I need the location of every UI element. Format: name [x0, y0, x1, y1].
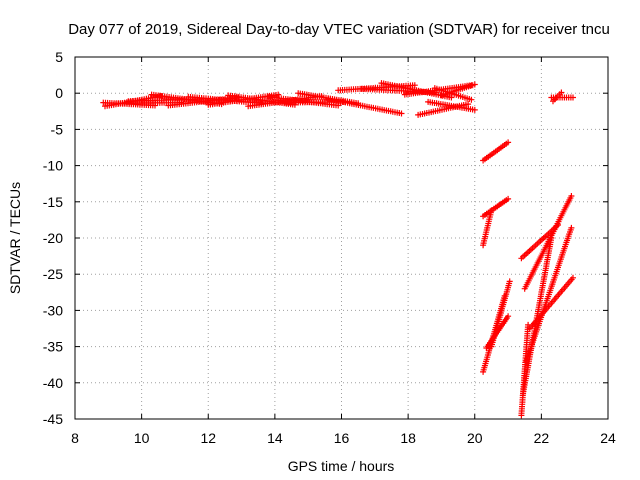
- x-tick-label: 24: [600, 430, 616, 446]
- y-tick-label: 5: [55, 49, 63, 65]
- data-point-series: [526, 274, 576, 332]
- y-tick-label: -35: [43, 339, 63, 355]
- data-point-series: [488, 278, 513, 350]
- data-point-series: [518, 222, 561, 262]
- data-point-series: [378, 80, 455, 101]
- data-marks: [100, 80, 576, 419]
- y-tick-label: -45: [43, 411, 63, 427]
- x-tick-label: 18: [400, 430, 416, 446]
- x-tick-label: 12: [200, 430, 216, 446]
- y-tick-label: -25: [43, 266, 63, 282]
- y-tick-label: -40: [43, 375, 63, 391]
- data-point-series: [550, 89, 565, 105]
- y-tick-label: -5: [51, 121, 64, 137]
- x-tick-label: 14: [267, 430, 283, 446]
- plot-frame: [74, 56, 609, 420]
- x-tick-label: 22: [534, 430, 550, 446]
- y-tick-label: -15: [43, 194, 63, 210]
- data-point-series: [480, 139, 512, 164]
- tick-labels: 8 10 12 14 16 18 20 22 24 5 0 -5 -10 -15 -20 -25 -30 -35 -…: [43, 49, 616, 446]
- chart-title: Day 077 of 2019, Sidereal Day-to-day VTE…: [68, 21, 610, 38]
- y-axis-label: SDTVAR / TECUs: [7, 182, 23, 294]
- x-axis-label: GPS time / hours: [288, 458, 395, 474]
- y-tick-label: -10: [43, 158, 63, 174]
- x-tick-label: 8: [71, 430, 79, 446]
- y-tick-label: 0: [55, 85, 63, 101]
- data-point-series: [325, 96, 405, 117]
- data-point-series: [425, 98, 478, 113]
- data-point-series: [480, 195, 512, 220]
- x-tick-label: 10: [134, 430, 150, 446]
- data-point-series: [438, 81, 478, 99]
- x-tick-label: 16: [334, 430, 350, 446]
- y-tick-label: -30: [43, 302, 63, 318]
- x-tick-label: 20: [467, 430, 483, 446]
- y-tick-label: -20: [43, 230, 63, 246]
